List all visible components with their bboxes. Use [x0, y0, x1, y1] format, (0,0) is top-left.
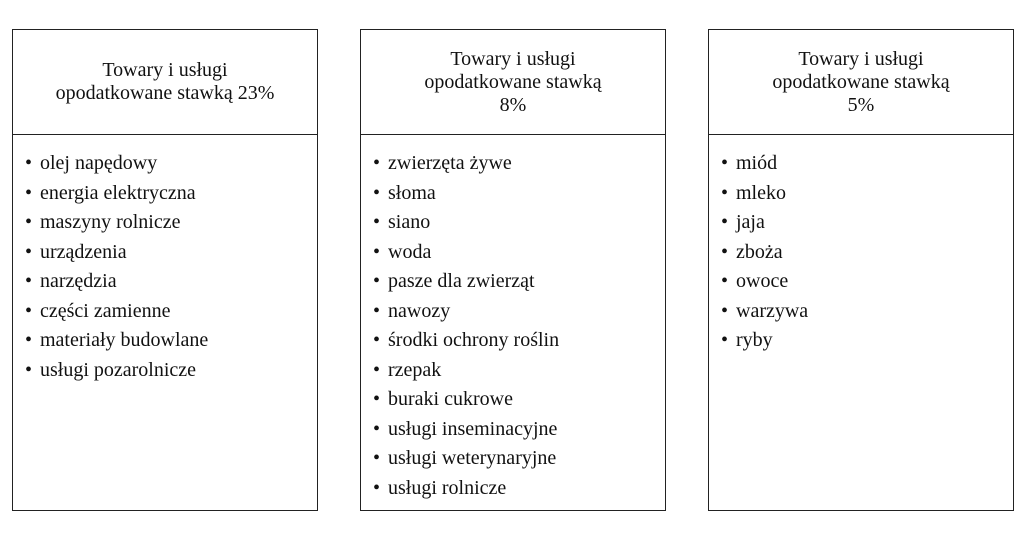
list-item: buraki cukrowe — [373, 385, 665, 415]
rate-header: Towary i usługi opodatkowane stawką 23% — [13, 30, 317, 135]
list-item: środki ochrony roślin — [373, 326, 665, 356]
list-item: urządzenia — [25, 238, 317, 268]
header-line: 5% — [847, 93, 875, 116]
list-item: części zamienne — [25, 297, 317, 327]
list-item: nawozy — [373, 297, 665, 327]
list-item: usługi rolnicze — [373, 474, 665, 504]
item-list: zwierzęta żywesłomasianowodapasze dla zw… — [361, 135, 665, 503]
list-item: usługi pozarolnicze — [25, 356, 317, 386]
header-line: Towary i usługi — [102, 59, 228, 81]
header-line: opodatkowane stawką — [772, 70, 950, 93]
list-item: energia elektryczna — [25, 179, 317, 209]
list-item: miód — [721, 149, 1013, 179]
list-item: słoma — [373, 179, 665, 209]
list-item: woda — [373, 238, 665, 268]
list-item: pasze dla zwierząt — [373, 267, 665, 297]
list-item: materiały budowlane — [25, 326, 317, 356]
list-item: maszyny rolnicze — [25, 208, 317, 238]
list-item: warzywa — [721, 297, 1013, 327]
list-item: jaja — [721, 208, 1013, 238]
list-item: narzędzia — [25, 267, 317, 297]
list-item: siano — [373, 208, 665, 238]
list-item: mleko — [721, 179, 1013, 209]
header-line: Towary i usługi — [450, 47, 576, 70]
header-line: 8% — [499, 93, 527, 116]
list-item: olej napędowy — [25, 149, 317, 179]
list-item: ryby — [721, 326, 1013, 356]
header-line: opodatkowane stawką 23% — [55, 82, 275, 104]
list-item: usługi inseminacyjne — [373, 415, 665, 445]
list-item: zwierzęta żywe — [373, 149, 665, 179]
item-list: olej napędowyenergia elektrycznamaszyny … — [13, 135, 317, 385]
list-item: zboża — [721, 238, 1013, 268]
list-item: usługi weterynaryjne — [373, 444, 665, 474]
header-line: Towary i usługi — [798, 47, 924, 70]
item-list: miódmlekojajazbożaowocewarzywaryby — [709, 135, 1013, 356]
header-line: opodatkowane stawką — [424, 70, 602, 93]
rate-header: Towary i usługi opodatkowane stawką 8% — [361, 30, 665, 135]
list-item: rzepak — [373, 356, 665, 386]
rate-header: Towary i usługi opodatkowane stawką 5% — [709, 30, 1013, 135]
list-item: owoce — [721, 267, 1013, 297]
